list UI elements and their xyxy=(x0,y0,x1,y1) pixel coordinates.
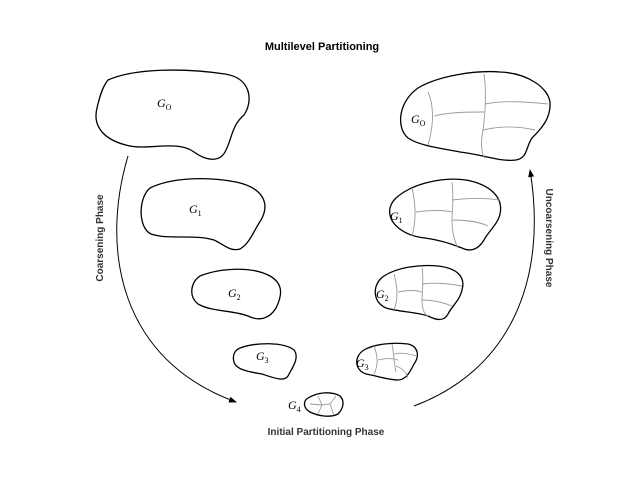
graph-g0-right: GO xyxy=(401,72,551,161)
graph-g2-right: G2 xyxy=(375,265,463,319)
uncoarsening-phase-label: Uncoarsening Phase xyxy=(543,189,554,288)
diagram-title: Multilevel Partitioning xyxy=(265,41,379,53)
graph-g0-left: GO xyxy=(96,70,249,159)
graph-g4-bottom: G4 xyxy=(288,393,343,416)
graph-g3-left: G3 xyxy=(233,344,296,379)
coarsening-phase-label: Coarsening Phase xyxy=(95,194,106,282)
graph-g3-right: G3 xyxy=(356,343,417,380)
graph-g1-right: G1 xyxy=(390,179,501,250)
graph-g1-left: G1 xyxy=(141,179,265,250)
graph-label: G4 xyxy=(288,398,301,414)
graph-g2-left: G2 xyxy=(192,269,281,319)
initial-partitioning-phase-label: Initial Partitioning Phase xyxy=(268,427,385,438)
